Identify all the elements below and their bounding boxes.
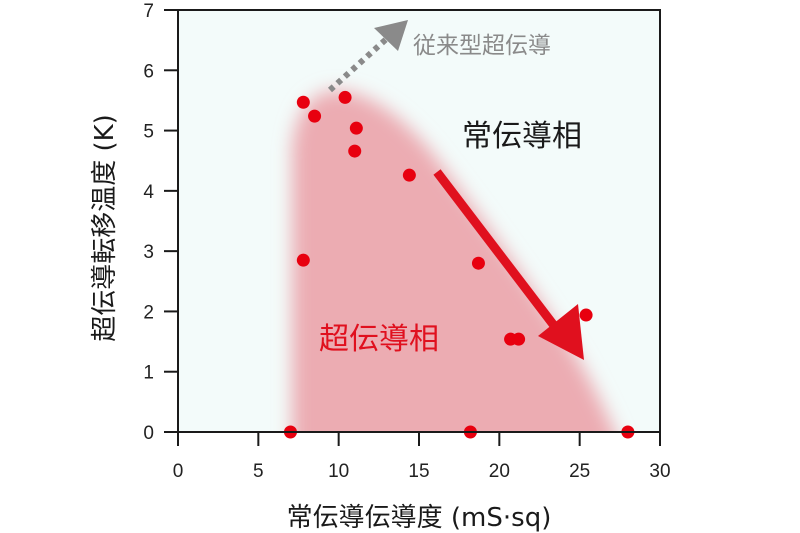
superconducting-region — [292, 90, 615, 432]
red-arrow-icon — [433, 169, 584, 360]
data-point — [349, 121, 363, 135]
data-point — [471, 256, 485, 270]
data-point — [512, 332, 526, 346]
y-tick-label: 1 — [143, 363, 154, 384]
x-tick-label: 20 — [489, 461, 510, 482]
y-tick-label: 6 — [143, 61, 154, 82]
x-tick-label: 10 — [328, 461, 349, 482]
normal-phase-label: 常伝導相 — [462, 119, 582, 154]
x-axis: 0 5 10 15 20 25 30 — [173, 432, 671, 482]
data-point — [296, 253, 310, 267]
data-point — [308, 109, 322, 123]
y-tick-label: 2 — [143, 302, 154, 323]
y-tick-label: 5 — [143, 122, 154, 143]
x-tick-label: 25 — [569, 461, 590, 482]
y-tick-label: 0 — [143, 423, 154, 444]
x-tick-label: 0 — [173, 461, 184, 482]
y-axis-title: 超伝導転移温度 (K) — [90, 114, 120, 342]
x-tick-label: 5 — [253, 461, 264, 482]
y-tick-label: 7 — [143, 1, 154, 22]
data-point — [296, 95, 310, 109]
data-point — [338, 90, 352, 104]
data-point — [348, 144, 362, 158]
x-tick-label: 15 — [408, 461, 429, 482]
superconducting-phase-label: 超伝導相 — [319, 322, 439, 357]
data-point — [579, 308, 593, 322]
y-axis: 0 1 2 3 4 5 6 7 — [143, 1, 178, 444]
dotted-arrow-icon — [327, 20, 408, 93]
conventional-superconductivity-label: 従来型超伝導 — [413, 33, 551, 59]
y-tick-label: 3 — [143, 242, 154, 263]
data-point — [402, 168, 416, 182]
data-points — [283, 90, 635, 439]
y-tick-label: 4 — [143, 182, 154, 203]
x-axis-title: 常伝導伝導度 (mS·sq) — [287, 503, 552, 533]
x-tick-label: 30 — [649, 461, 670, 482]
